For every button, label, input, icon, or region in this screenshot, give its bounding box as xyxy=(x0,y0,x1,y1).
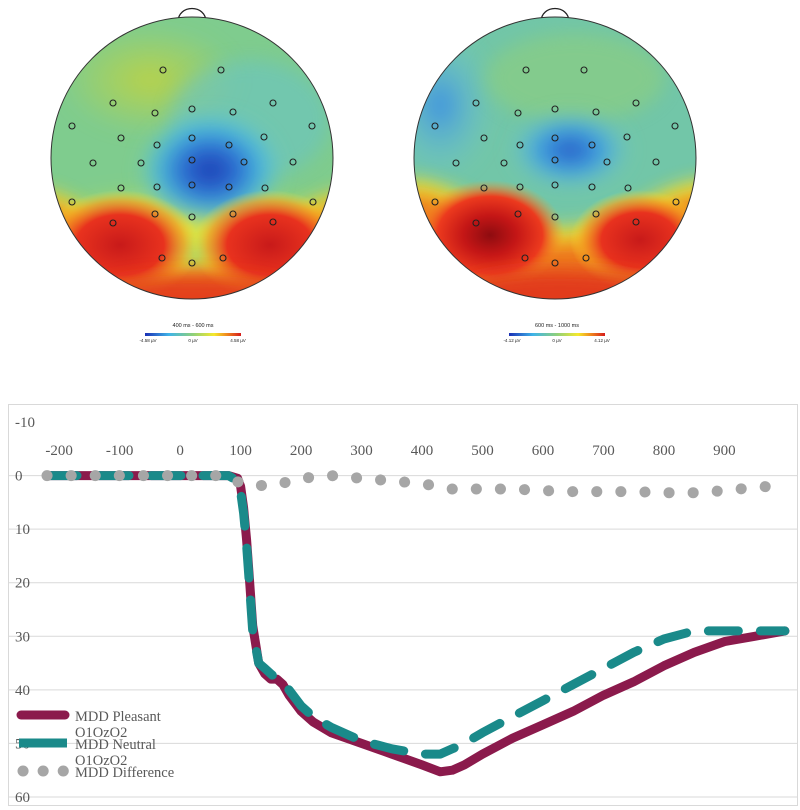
colorbar-min: -4.58 µV xyxy=(139,338,156,343)
x-tick-label: 300 xyxy=(350,443,373,459)
x-tick-label: 200 xyxy=(290,443,313,459)
colorbar xyxy=(509,333,605,336)
y-tick-label: 30 xyxy=(15,629,30,645)
gridlines xyxy=(9,475,797,798)
legend-label: MDD Pleasant xyxy=(75,709,161,725)
y-tick-label: 0 xyxy=(15,469,23,485)
topomap-time-window: 600 ms - 1000 ms xyxy=(535,323,579,329)
data-series xyxy=(41,470,791,777)
y-tick-label: 20 xyxy=(15,576,30,592)
x-tick-label: -100 xyxy=(106,443,134,459)
x-tick-label: 400 xyxy=(411,443,434,459)
x-tick-label: 900 xyxy=(713,443,736,459)
erp-line-chart: -100102030405060 -200-100010020030040050… xyxy=(8,404,798,806)
colorbar xyxy=(145,333,241,336)
colorbar-max: 4.12 µV xyxy=(594,338,610,343)
series-line-2 xyxy=(42,471,790,759)
colorbar-min: -4.12 µV xyxy=(503,338,520,343)
x-tick-label: -200 xyxy=(45,443,73,459)
series-line-3 xyxy=(41,470,791,499)
topomap-400-600: 400 ms - 600 ms -4.58 µV 0 µV 4.58 µV xyxy=(50,7,334,343)
x-tick-label: 800 xyxy=(653,443,676,459)
topomap-600-1000: 600 ms - 1000 ms -4.12 µV 0 µV 4.12 µV xyxy=(413,7,697,343)
legend-label: MDD Difference xyxy=(75,765,174,781)
y-tick-label: 60 xyxy=(15,790,30,805)
topographic-maps: 400 ms - 600 ms -4.58 µV 0 µV 4.58 µV xyxy=(0,0,800,390)
y-tick-label: -10 xyxy=(15,415,35,431)
colorbar-mid: 0 µV xyxy=(552,338,561,343)
legend-label: MDD Neutral xyxy=(75,737,156,753)
x-tick-labels: -200 -100 0 100 200 300 400 500 600 700 800 900 xyxy=(45,443,735,459)
electrode-markers xyxy=(68,66,317,267)
colorbar-mid: 0 µV xyxy=(188,338,197,343)
electrode-markers xyxy=(431,66,680,267)
legend-label-cont: O1OzO2 xyxy=(75,753,127,769)
series-line-1 xyxy=(42,471,790,777)
y-tick-label: 10 xyxy=(15,522,30,538)
colorbar-max: 4.58 µV xyxy=(230,338,246,343)
x-tick-label: 100 xyxy=(229,443,252,459)
x-tick-label: 0 xyxy=(176,443,184,459)
y-tick-label: 40 xyxy=(15,683,30,699)
x-tick-label: 600 xyxy=(532,443,555,459)
x-tick-label: 700 xyxy=(592,443,615,459)
x-tick-label: 500 xyxy=(471,443,494,459)
topomap-time-window: 400 ms - 600 ms xyxy=(173,323,214,329)
legend-label-cont: O1OzO2 xyxy=(75,725,127,741)
